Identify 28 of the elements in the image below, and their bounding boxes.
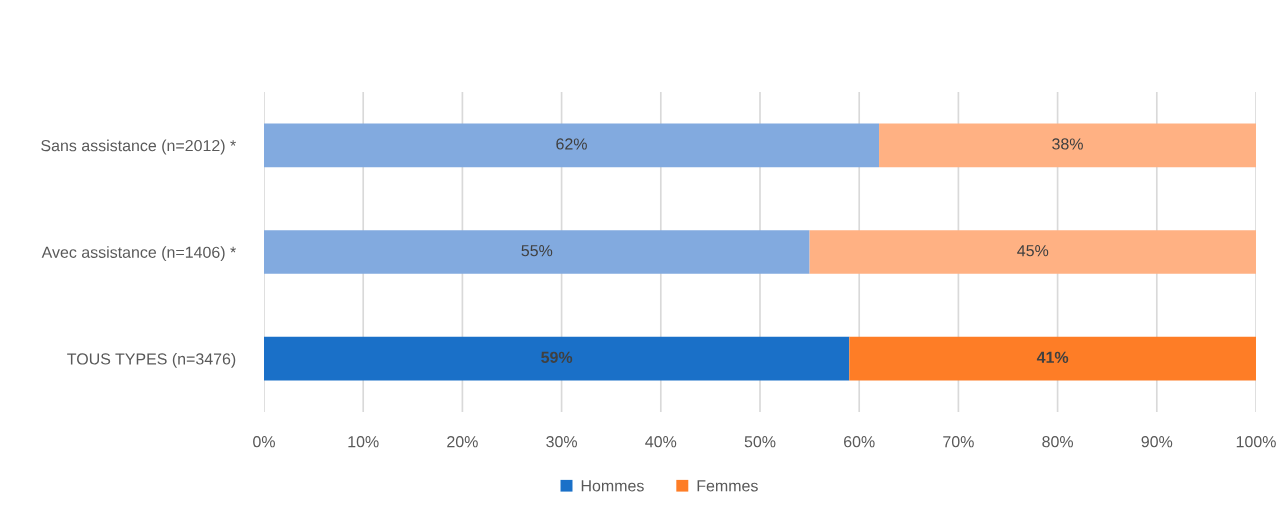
x-tick-label: 40%	[645, 436, 677, 448]
data-label: 38%	[1052, 138, 1083, 150]
data-label: 62%	[556, 138, 587, 150]
bar	[264, 123, 880, 168]
y-tick-label: Sans assistance (n=2012) *	[41, 139, 236, 155]
x-tick-label: 20%	[447, 436, 478, 448]
x-tick-label: 0%	[253, 436, 275, 448]
y-tick-label: TOUS TYPES (n=3476)	[67, 352, 236, 368]
x-tick-label: 80%	[1042, 436, 1074, 448]
x-tick-label: 60%	[844, 436, 875, 448]
legend-label: Femmes	[697, 480, 758, 492]
x-tick-label: 10%	[348, 436, 379, 448]
bar	[809, 230, 1256, 274]
data-label: 55%	[521, 245, 553, 257]
bar	[264, 230, 810, 274]
x-tick-label: 70%	[943, 436, 974, 448]
bar	[849, 336, 1256, 381]
data-label: 59%	[541, 351, 573, 363]
bar	[879, 123, 1256, 168]
legend-label: Hommes	[581, 480, 644, 492]
x-tick-label: 50%	[744, 436, 776, 448]
x-tick-label: 30%	[546, 436, 578, 448]
x-tick-label: 100%	[1236, 436, 1276, 448]
data-label: 41%	[1036, 351, 1069, 363]
bar	[264, 336, 850, 381]
data-label: 45%	[1017, 245, 1049, 257]
y-tick-label: Avec assistance (n=1406) *	[41, 246, 236, 262]
x-tick-label: 90%	[1141, 436, 1173, 448]
